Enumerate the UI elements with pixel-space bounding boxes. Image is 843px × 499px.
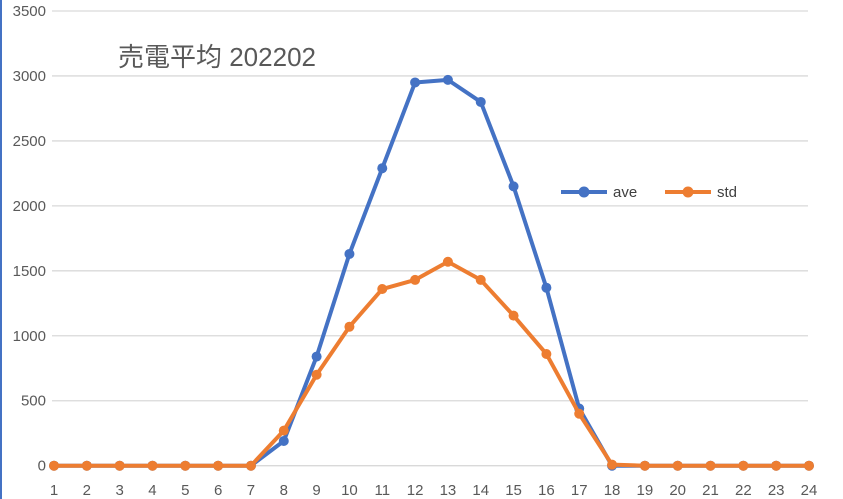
y-tick-label: 2000 (13, 198, 46, 215)
y-tick-label: 1500 (13, 263, 46, 280)
data-point-std (49, 460, 59, 471)
x-tick-label: 15 (505, 482, 522, 499)
data-point-std (804, 460, 814, 471)
data-point-std (213, 460, 224, 471)
data-point-ave (311, 351, 322, 362)
data-point-ave (377, 163, 388, 174)
data-point-std (442, 256, 453, 267)
legend-marker-icon (578, 186, 590, 198)
series-line-std (54, 259, 809, 468)
x-tick-label: 12 (407, 482, 424, 499)
x-tick-label: 16 (538, 482, 555, 499)
data-point-ave (508, 181, 519, 192)
y-tick-label: 2500 (13, 133, 46, 150)
data-point-std (639, 460, 650, 471)
data-point-ave (541, 282, 552, 293)
x-tick-label: 9 (312, 482, 320, 499)
x-tick-label: 20 (669, 482, 686, 499)
y-tick-label: 3000 (13, 68, 46, 85)
data-point-std (147, 460, 158, 471)
x-tick-label: 18 (604, 482, 621, 499)
data-point-ave (344, 248, 355, 259)
x-tick-label: 13 (440, 482, 457, 499)
legend-label: std (717, 184, 737, 201)
data-point-std (114, 460, 125, 471)
x-tick-label: 6 (214, 482, 222, 499)
data-point-ave (442, 74, 453, 85)
x-tick-label: 1 (50, 482, 58, 499)
x-tick-label: 11 (374, 482, 390, 499)
legend-item-std: std (665, 184, 737, 201)
x-tick-label: 5 (181, 482, 189, 499)
x-tick-label: 21 (702, 482, 719, 499)
data-point-std (672, 460, 683, 471)
y-tick-label: 1000 (13, 328, 46, 345)
data-point-std (574, 408, 585, 419)
data-point-std (410, 274, 421, 285)
x-tick-label: 4 (148, 482, 156, 499)
data-point-std (81, 460, 92, 471)
x-tick-label: 23 (768, 482, 785, 499)
data-point-std (311, 369, 322, 380)
x-tick-label: 17 (571, 482, 588, 499)
x-tick-label: 19 (637, 482, 654, 499)
legend-marker-icon (682, 186, 694, 198)
y-tick-label: 500 (21, 393, 46, 410)
x-tick-label: 2 (83, 482, 91, 499)
x-tick-label: 8 (280, 482, 288, 499)
data-point-ave (475, 96, 486, 107)
x-tick-label: 24 (801, 482, 818, 499)
x-tick-label: 22 (735, 482, 752, 499)
legend-label: ave (613, 184, 637, 201)
data-point-std (344, 321, 355, 332)
x-tick-label: 14 (472, 482, 489, 499)
data-point-std (377, 284, 388, 295)
data-point-ave (278, 436, 289, 447)
data-point-std (508, 310, 519, 321)
data-point-std (245, 460, 256, 471)
data-point-std (705, 460, 716, 471)
x-tick-label: 7 (247, 482, 255, 499)
chart-title: 売電平均 202202 (118, 42, 316, 72)
y-tick-label: 3500 (13, 3, 46, 20)
y-tick-label: 0 (38, 458, 46, 475)
x-tick-label: 10 (341, 482, 358, 499)
legend-item-ave: ave (561, 184, 637, 201)
data-point-std (541, 348, 552, 359)
data-point-std (180, 460, 191, 471)
data-point-std (475, 274, 486, 285)
data-point-std (738, 460, 749, 471)
data-point-std (607, 459, 618, 470)
data-point-std (771, 460, 782, 471)
x-tick-label: 3 (115, 482, 123, 499)
data-point-std (278, 425, 289, 436)
series-std (49, 256, 814, 471)
data-point-ave (410, 77, 421, 88)
